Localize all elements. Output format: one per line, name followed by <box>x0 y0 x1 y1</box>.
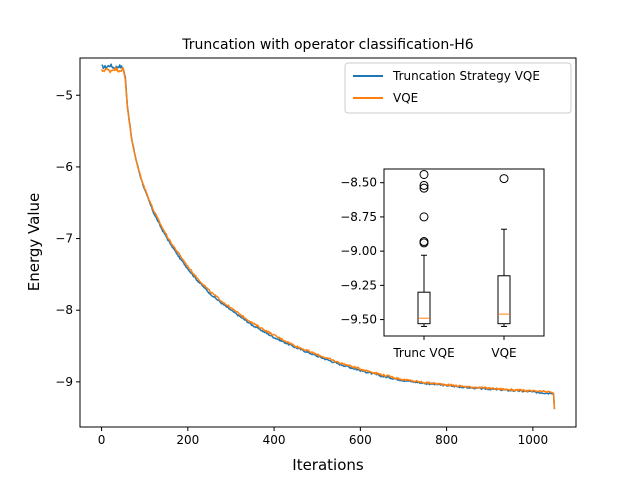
y-tick-label: −9 <box>55 375 73 389</box>
legend: Truncation Strategy VQE VQE <box>344 62 572 114</box>
main-plot: Truncation with operator classification-… <box>25 37 577 474</box>
inset-y-tick-label: −8.75 <box>340 210 377 224</box>
series-line-vqe <box>100 66 556 410</box>
inset-y-axis: −8.50 −8.75 −9.00 −9.25 −9.50 <box>340 176 384 327</box>
inset-y-tick-label: −8.50 <box>340 176 377 190</box>
y-axis-title: Energy Value <box>25 193 43 291</box>
inset-boxplot: −8.50 −8.75 −9.00 −9.25 −9.50 Trunc VQE VQE <box>340 168 545 360</box>
inset-x-axis: Trunc VQE VQE <box>392 336 517 360</box>
box-trunc-vqe <box>417 169 431 327</box>
main-plot-frame <box>79 57 577 428</box>
x-tick-label: 600 <box>349 433 372 447</box>
inset-x-tick-label: VQE <box>491 346 516 360</box>
main-x-axis: 0 200 400 600 800 1000 <box>98 427 548 447</box>
main-series-lines <box>100 63 556 410</box>
box-body <box>497 275 511 325</box>
x-tick-label: 200 <box>176 433 199 447</box>
y-tick-label: −8 <box>55 303 73 317</box>
main-y-axis: −5 −6 −7 −8 −9 <box>55 88 80 389</box>
outlier-point <box>419 169 429 179</box>
box-vqe <box>497 174 511 327</box>
x-tick-label: 0 <box>98 433 106 447</box>
outlier-point <box>419 212 429 222</box>
inset-background <box>384 169 544 336</box>
outlier-point <box>419 183 429 193</box>
inset-x-tick-label: Trunc VQE <box>392 346 454 360</box>
inset-frame <box>383 168 545 337</box>
legend-label-vqe: VQE <box>393 91 418 105</box>
x-tick-label: 1000 <box>518 433 549 447</box>
x-axis-title: Iterations <box>292 456 364 474</box>
inset-boxes <box>417 169 511 327</box>
y-tick-label: −6 <box>55 160 73 174</box>
box-body <box>417 291 431 325</box>
inset-y-tick-label: −9.00 <box>340 244 377 258</box>
x-tick-label: 400 <box>263 433 286 447</box>
outlier-point <box>499 174 509 184</box>
outlier-point <box>419 238 429 248</box>
y-tick-label: −7 <box>55 232 73 246</box>
x-tick-label: 800 <box>435 433 458 447</box>
y-tick-label: −5 <box>55 88 73 102</box>
legend-box <box>344 62 572 114</box>
chart-title: Truncation with operator classification-… <box>181 37 473 53</box>
inset-y-tick-label: −9.25 <box>340 278 377 292</box>
outlier-point <box>419 180 429 190</box>
legend-label-truncation: Truncation Strategy VQE <box>392 69 540 83</box>
inset-y-tick-label: −9.50 <box>340 313 377 327</box>
